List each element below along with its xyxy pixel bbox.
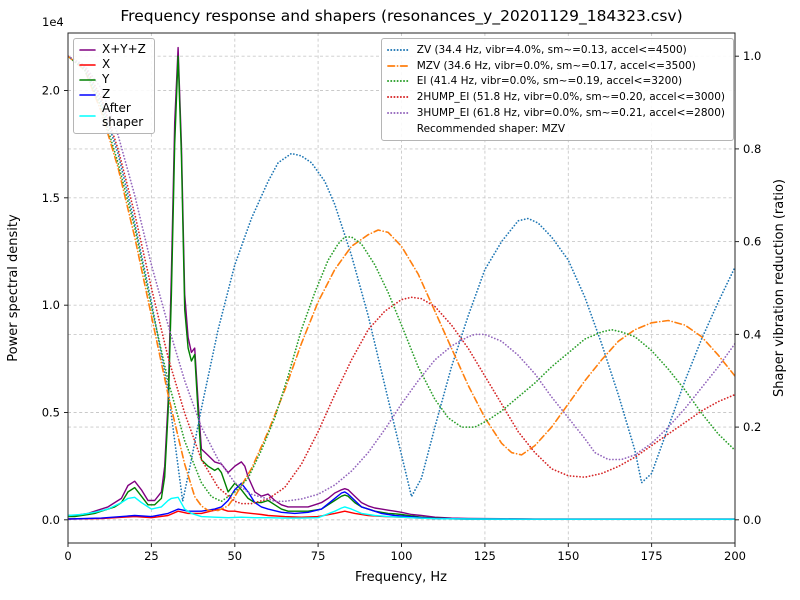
chart-title: Frequency response and shapers (resonanc… <box>120 7 683 25</box>
legend-item-recommended-shaper-note: Recommended shaper: MZV <box>387 121 725 137</box>
ticks <box>64 55 739 547</box>
series-zv-line <box>68 55 735 503</box>
series-x+y+z-line <box>68 46 735 520</box>
x-tick-label: 50 <box>227 549 242 563</box>
series-3hump_ei-line <box>68 55 735 503</box>
x-tick-label: 150 <box>557 549 579 563</box>
series-group <box>68 46 735 520</box>
y-left-tick-label: 1.0 <box>42 298 60 312</box>
legend-item-after-shaper: After shaper <box>79 101 146 130</box>
legend-item-ei: EI (41.4 Hz, vibr=0.0%, sm~=0.19, accel<… <box>386 74 725 90</box>
legend-line-sample <box>79 48 96 51</box>
y-right-tick-label: 1.0 <box>743 49 761 63</box>
y-right-axis-label: Shaper vibration reduction (ratio) <box>772 179 787 397</box>
y-right-tick-label: 0.2 <box>743 420 761 434</box>
legend-line-sample <box>79 63 96 66</box>
legend-shapers: ZV (34.4 Hz, vibr=4.0%, sm~=0.13, accel<… <box>380 38 734 141</box>
legend-psd: X+Y+Z X Y Z After shaper <box>73 38 155 134</box>
y-left-tick-label: 1.5 <box>42 191 60 205</box>
legend-line-sample <box>386 64 411 67</box>
legend-item-label: Recommended shaper: MZV <box>416 122 566 135</box>
legend-sample-blank <box>387 124 411 134</box>
y-right-tick-label: 0.4 <box>743 327 761 341</box>
legend-item-x+y+z: X+Y+Z <box>79 42 146 57</box>
x-tick-label: 200 <box>724 549 746 563</box>
legend-item-label: MZV (34.6 Hz, vibr=0.0%, sm~=0.17, accel… <box>416 59 696 72</box>
legend-item-label: 3HUMP_EI (61.8 Hz, vibr=0.0%, sm~=0.21, … <box>416 107 725 120</box>
legend-item-label: Z <box>102 86 111 101</box>
legend-item-2hump_ei: 2HUMP_EI (51.8 Hz, vibr=0.0%, sm~=0.20, … <box>386 89 725 105</box>
legend-line-sample <box>386 80 411 83</box>
legend-line-sample <box>79 93 96 96</box>
y-left-axis-label: Power spectral density <box>6 214 21 362</box>
legend-line-sample <box>386 96 411 99</box>
legend-item-label: 2HUMP_EI (51.8 Hz, vibr=0.0%, sm~=0.20, … <box>416 91 725 104</box>
x-tick-label: 125 <box>474 549 496 563</box>
y-left-offset-label: 1e4 <box>42 15 64 29</box>
series-ei-line <box>68 55 735 503</box>
legend-item-label: After shaper <box>102 101 144 129</box>
x-tick-label: 25 <box>144 549 159 563</box>
legend-item-label: Y <box>102 71 110 86</box>
legend-item-z: Z <box>79 87 146 102</box>
legend-item-3hump_ei: 3HUMP_EI (61.8 Hz, vibr=0.0%, sm~=0.21, … <box>386 105 725 121</box>
legend-line-sample <box>79 114 96 117</box>
x-tick-label: 0 <box>64 549 71 563</box>
legend-line-sample <box>79 78 96 81</box>
legend-item-label: EI (41.4 Hz, vibr=0.0%, sm~=0.19, accel<… <box>416 75 683 88</box>
y-right-tick-label: 0.0 <box>743 513 761 527</box>
y-right-tick-label: 0.6 <box>743 235 761 249</box>
y-left-tick-label: 0.5 <box>42 406 60 420</box>
x-axis-label: Frequency, Hz <box>355 570 447 585</box>
x-tick-label: 175 <box>641 549 663 563</box>
legend-line-sample <box>386 112 411 115</box>
y-right-tick-label: 0.8 <box>743 142 761 156</box>
y-left-tick-label: 2.0 <box>42 84 60 98</box>
legend-item-label: ZV (34.4 Hz, vibr=4.0%, sm~=0.13, accel<… <box>416 43 687 56</box>
legend-item-label: X+Y+Z <box>102 41 146 56</box>
legend-item-x: X <box>79 57 146 72</box>
legend-item-y: Y <box>79 72 146 87</box>
series-mzv-line <box>68 55 735 512</box>
tick-labels: 0 25 50 75 100 125 150 175 200 0.0 0.5 1.0 1.5 2.0 0.0… <box>42 49 762 563</box>
legend-item-zv: ZV (34.4 Hz, vibr=4.0%, sm~=0.13, accel<… <box>386 42 725 58</box>
legend-line-sample <box>386 48 411 51</box>
x-tick-label: 100 <box>391 549 413 563</box>
x-tick-label: 75 <box>311 549 326 563</box>
series-after-shaper-line <box>68 496 735 520</box>
legend-item-label: X <box>102 56 111 71</box>
legend-item-mzv: MZV (34.6 Hz, vibr=0.0%, sm~=0.17, accel… <box>386 58 725 74</box>
y-left-tick-label: 0.0 <box>42 513 60 527</box>
